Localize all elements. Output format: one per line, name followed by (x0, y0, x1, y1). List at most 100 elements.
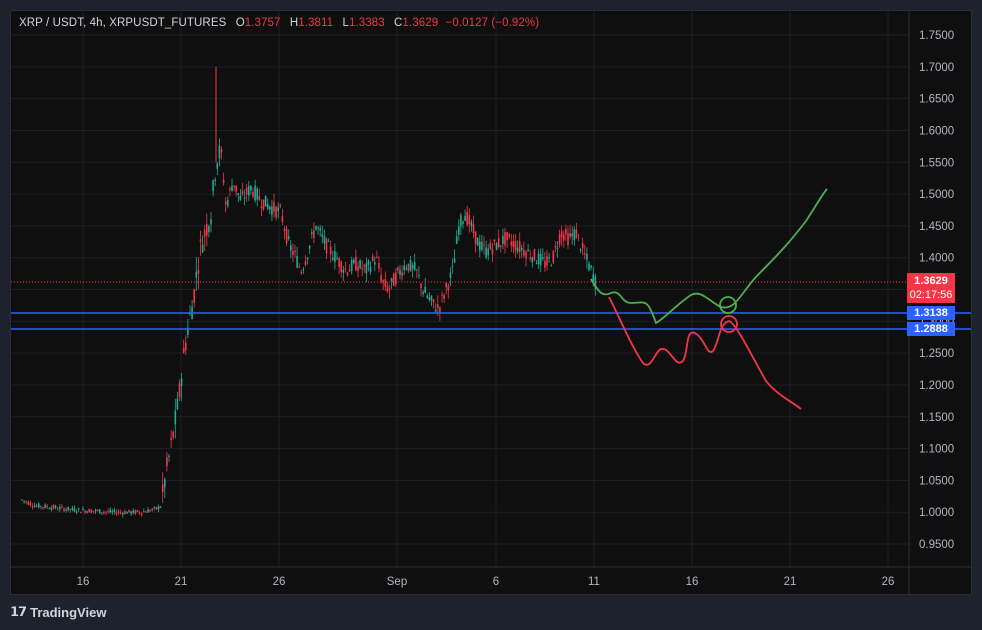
candle-body (229, 188, 231, 190)
candle-body (287, 236, 290, 239)
candle-body (149, 510, 151, 512)
time-axis[interactable]: 16 21 26 Sep 6 11 16 21 26 (77, 576, 895, 588)
candle-body (48, 508, 51, 510)
price-tick-label: 1.5000 (919, 189, 954, 201)
tradingview-logo[interactable]: 𝟭𝟳 TradingView (10, 603, 106, 621)
candle-body (277, 207, 279, 212)
candle-body (237, 193, 240, 195)
candle-body (512, 241, 515, 248)
candle-body (111, 511, 114, 513)
candle-body (590, 265, 592, 268)
candle-body (474, 231, 477, 245)
candle-body (33, 505, 36, 508)
candle-body (145, 511, 147, 513)
bullish-projection-path[interactable] (590, 188, 828, 325)
grid (11, 11, 971, 594)
candle-body (69, 508, 72, 510)
candle-body (350, 259, 353, 271)
open-value: 1.3757 (244, 17, 281, 29)
candle-body (203, 229, 206, 237)
time-tick-label: 16 (77, 576, 90, 588)
candle-body (439, 307, 441, 313)
candle-body (109, 509, 111, 513)
candle-body (336, 258, 338, 260)
candle-body (560, 231, 563, 238)
candle-body (565, 228, 567, 235)
candle-body (157, 506, 160, 510)
price-tick-label: 0.9500 (919, 539, 954, 551)
candle-body (170, 437, 172, 441)
bearish-projection-path[interactable] (608, 296, 802, 410)
candle-body (302, 269, 305, 271)
candle-body (386, 285, 389, 292)
candle-body (227, 200, 229, 207)
candle-body (218, 145, 221, 159)
price-tick-label: 1.7000 (919, 62, 954, 74)
candle-body (479, 241, 481, 251)
candle-body (426, 295, 429, 298)
candle-body (518, 241, 521, 252)
time-tick-label: 16 (686, 576, 699, 588)
bear-marker-circle[interactable] (720, 315, 738, 333)
candle-body (481, 241, 483, 250)
candle-body (166, 457, 168, 467)
candle-body (407, 263, 410, 272)
candle-body (529, 257, 531, 259)
candle-body (466, 211, 468, 225)
price-tick-label: 1.1500 (919, 412, 954, 424)
candle-body (42, 507, 44, 509)
candle-body (378, 263, 380, 269)
level-1-tag: 1.3138 (907, 306, 955, 320)
current-price-label: 1.3629 (914, 275, 948, 287)
candle-body (594, 276, 597, 289)
price-chart[interactable]: 1.7500 1.7000 1.6500 1.6000 1.5500 1.5000 1.45… (11, 11, 971, 594)
candle-body (115, 512, 118, 515)
candle-body (23, 500, 25, 502)
candle-body (258, 196, 261, 200)
candle-body (250, 185, 252, 191)
candle-body (397, 267, 399, 271)
price-tick-label: 1.4000 (919, 253, 954, 265)
candle-body (283, 228, 286, 231)
chart-frame[interactable]: 1.7500 1.7000 1.6500 1.6000 1.5500 1.5000 1.45… (10, 10, 972, 595)
candle-body (31, 505, 34, 507)
candle-body (71, 507, 74, 510)
change-value: −0.0127 (−0.92%) (445, 17, 540, 29)
candle-body (107, 511, 109, 513)
candle-body (346, 272, 349, 276)
time-tick-label: 21 (175, 576, 188, 588)
candle-body (155, 507, 158, 510)
candle-body (392, 273, 395, 286)
candle-body (348, 269, 351, 272)
candle-body (294, 250, 296, 253)
candle-body (214, 179, 216, 182)
candle-body (462, 221, 464, 224)
candle-body (82, 508, 84, 511)
candle-body (342, 269, 345, 273)
candle-body (113, 509, 116, 512)
candle-body (151, 508, 153, 510)
candle-body (409, 259, 412, 271)
candle-body (531, 257, 534, 263)
brand-label: TradingView (30, 604, 107, 620)
candle-body (241, 191, 244, 194)
price-tick-label: 1.0000 (919, 507, 954, 519)
candle-body (334, 251, 336, 263)
time-tick-label: 6 (493, 576, 499, 588)
candle-body (281, 216, 284, 222)
candle-body (420, 283, 422, 289)
candle-body (546, 256, 548, 266)
candle-body (491, 248, 494, 255)
candle-body (563, 234, 565, 241)
candle-body (271, 206, 273, 215)
price-tick-label: 1.4500 (919, 221, 954, 233)
price-axis[interactable]: 1.7500 1.7000 1.6500 1.6000 1.5500 1.5000 1.45… (919, 30, 954, 551)
symbol-legend: XRP / USDT, 4h, XRPUSDT_FUTURES O1.3757 … (19, 17, 539, 29)
candle-body (552, 250, 555, 263)
candle-body (201, 244, 204, 253)
high-key: H (289, 17, 299, 29)
bull-marker-circle[interactable] (719, 296, 737, 314)
candle-body (380, 275, 382, 282)
symbol-title[interactable]: XRP / USDT, 4h, XRPUSDT_FUTURES (19, 17, 227, 29)
candle-body (275, 206, 277, 218)
